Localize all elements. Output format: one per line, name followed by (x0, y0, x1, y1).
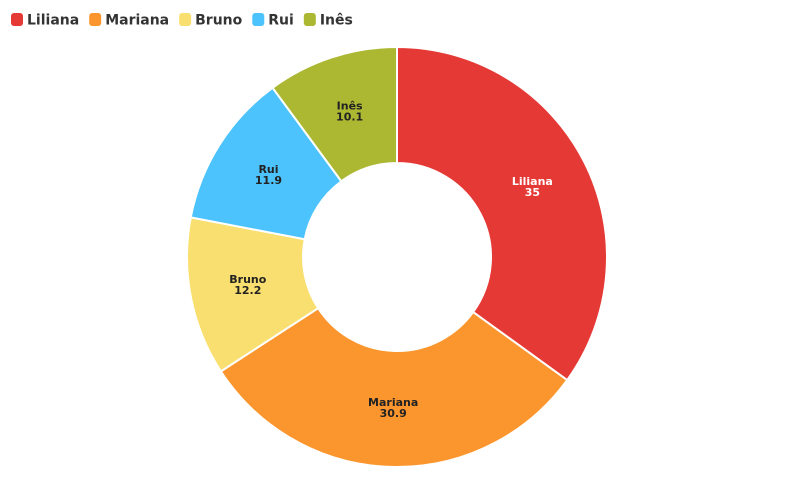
legend-swatch (11, 13, 23, 26)
slice-value: 30.9 (380, 407, 407, 420)
slice (186, 216, 320, 373)
legend-item: Inês (303, 13, 353, 29)
slice-label: Mariana (368, 396, 418, 409)
legend-label: Mariana (105, 13, 169, 29)
slice-label: Liliana (512, 175, 553, 188)
slice-label: Inês (337, 100, 363, 113)
legend-swatch (303, 13, 316, 26)
legend-swatch (89, 13, 102, 26)
legend-swatch (179, 13, 192, 26)
legend-label: Bruno (195, 13, 243, 29)
slice-value: 35 (525, 186, 540, 199)
legend-item: Rui (252, 13, 294, 29)
legend-label: Inês (320, 13, 353, 29)
slice (396, 45, 608, 382)
legend-item: Mariana (89, 13, 169, 29)
slice-value: 12.2 (234, 284, 261, 297)
legend-label: Rui (268, 13, 294, 29)
legend-item: Liliana (11, 13, 79, 29)
legend-swatch (252, 13, 265, 26)
slice-label: Bruno (229, 273, 266, 286)
slice (219, 306, 569, 468)
slice-value: 10.1 (336, 111, 363, 124)
slice (271, 45, 398, 183)
legend-label: Liliana (27, 13, 79, 29)
slice-value: 11.9 (255, 174, 282, 187)
legend-item: Bruno (179, 13, 243, 29)
slice-label: Rui (258, 163, 278, 176)
